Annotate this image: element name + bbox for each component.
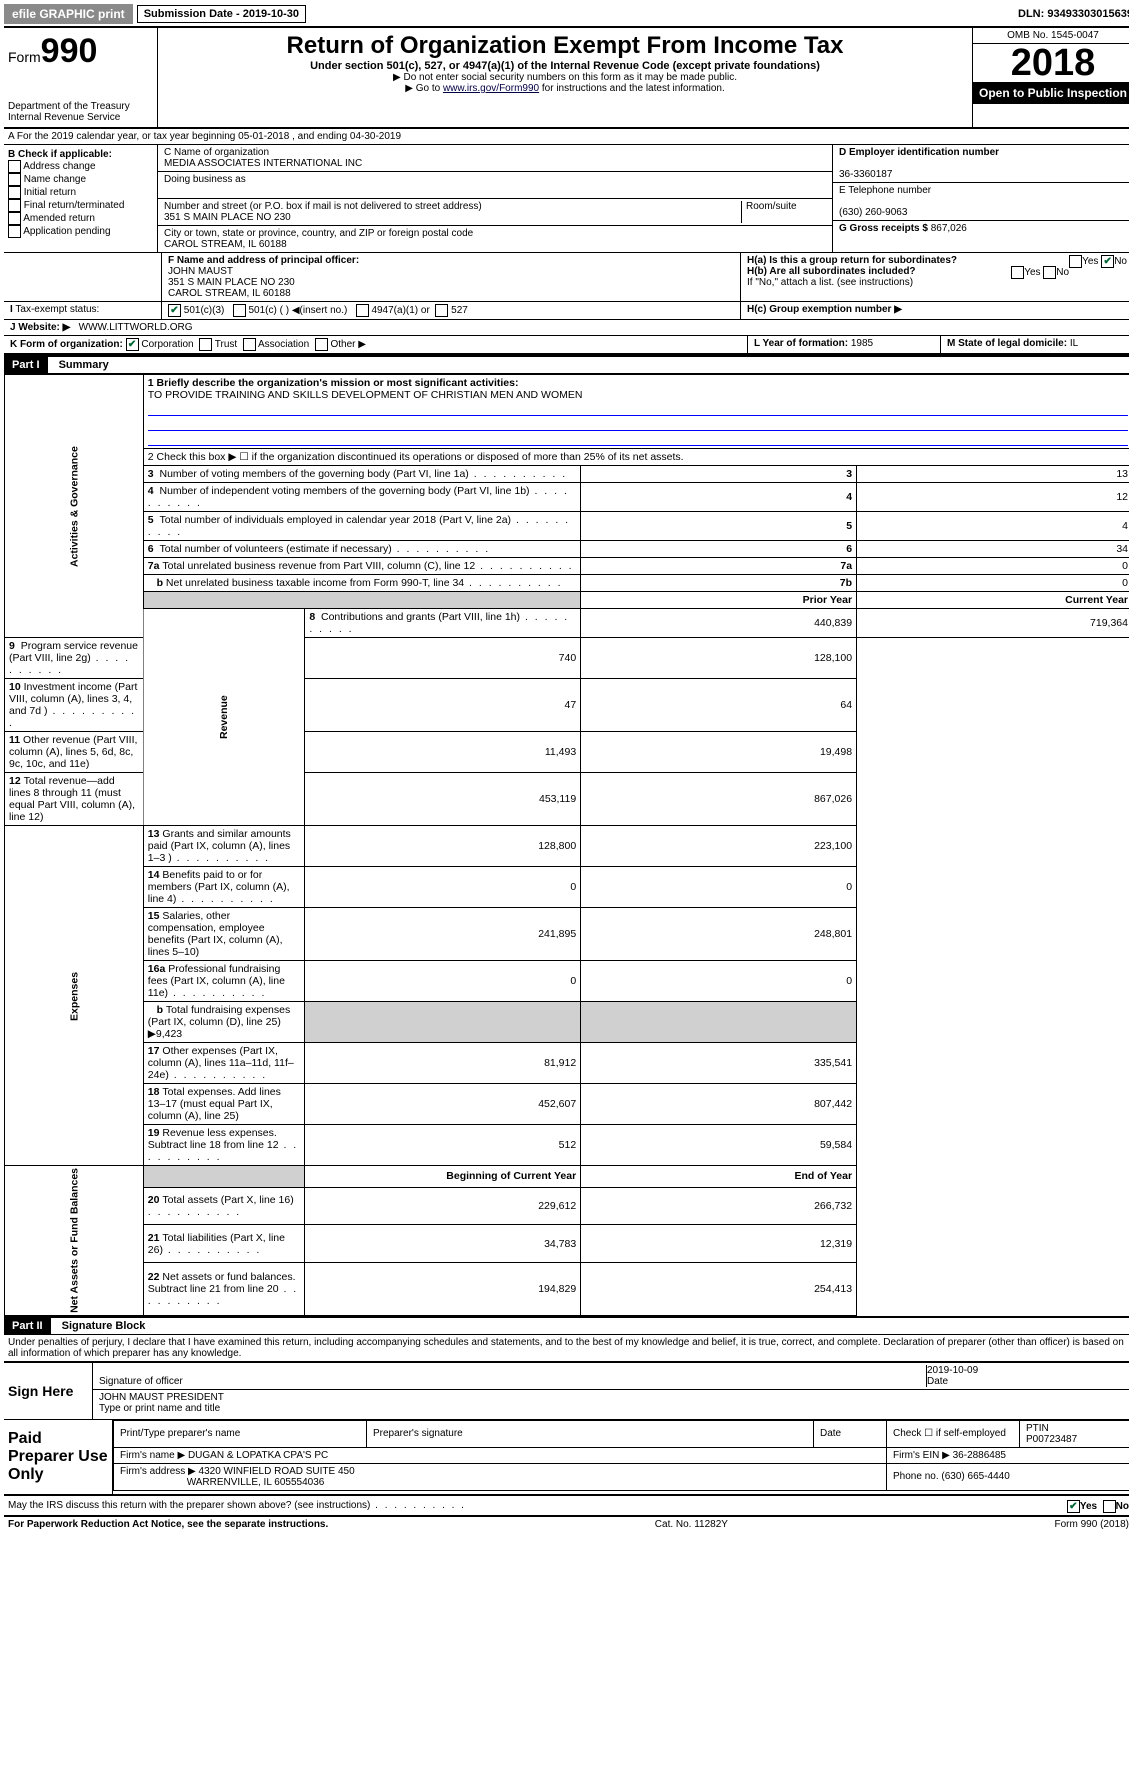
page-footer: For Paperwork Reduction Act Notice, see … xyxy=(4,1516,1129,1532)
box-c-name-address: C Name of organization MEDIA ASSOCIATES … xyxy=(158,145,833,252)
form-number: Form990 xyxy=(8,32,153,71)
row-klm: K Form of organization: Corporation Trus… xyxy=(4,336,1129,355)
dln-label: DLN: 93493303015639 xyxy=(1018,8,1129,20)
row-f-h: F Name and address of principal officer:… xyxy=(4,253,1129,302)
form-subtitle: Under section 501(c), 527, or 4947(a)(1)… xyxy=(162,60,968,72)
sidebar-netassets: Net Assets or Fund Balances xyxy=(5,1166,144,1316)
website-value: WWW.LITTWORLD.ORG xyxy=(79,322,193,333)
box-d-e-g: D Employer identification number 36-3360… xyxy=(833,145,1129,252)
row-i: I Tax-exempt status: 501(c)(3) 501(c) ( … xyxy=(4,302,1129,320)
org-name: MEDIA ASSOCIATES INTERNATIONAL INC xyxy=(164,158,826,169)
officer-name: JOHN MAUST xyxy=(168,266,233,277)
ein-value: 36-3360187 xyxy=(839,169,892,180)
org-city: CAROL STREAM, IL 60188 xyxy=(164,239,826,250)
mission-text: TO PROVIDE TRAINING AND SKILLS DEVELOPME… xyxy=(148,389,583,401)
firm-name: DUGAN & LOPATKA CPA'S PC xyxy=(188,1450,328,1461)
gross-receipts: 867,026 xyxy=(931,223,967,234)
goto-note: ▶ Go to www.irs.gov/Form990 for instruct… xyxy=(162,83,968,94)
sidebar-governance: Activities & Governance xyxy=(5,375,144,638)
perjury-statement: Under penalties of perjury, I declare th… xyxy=(4,1335,1129,1361)
part-i-header: Part I Summary xyxy=(4,355,1129,374)
summary-table: Activities & Governance 1 Briefly descri… xyxy=(4,374,1129,1316)
entity-info-grid: B Check if applicable: Address change Na… xyxy=(4,145,1129,253)
form-title: Return of Organization Exempt From Incom… xyxy=(162,32,968,60)
discuss-row: May the IRS discuss this return with the… xyxy=(4,1496,1129,1516)
officer-signature-name: JOHN MAUST PRESIDENT xyxy=(99,1392,224,1403)
sign-here-block: Sign Here Signature of officer 2019-10-0… xyxy=(4,1361,1129,1420)
top-bar: efile GRAPHIC print Submission Date - 20… xyxy=(4,4,1129,28)
submission-date: Submission Date - 2019-10-30 xyxy=(137,5,306,23)
sidebar-revenue: Revenue xyxy=(143,609,305,826)
dept-label: Department of the Treasury xyxy=(8,101,153,112)
ptin-value: P00723487 xyxy=(1026,1434,1077,1445)
line-a-tax-year: A For the 2019 calendar year, or tax yea… xyxy=(4,129,1129,145)
tax-year: 2018 xyxy=(973,44,1129,82)
sidebar-expenses: Expenses xyxy=(5,826,144,1166)
phone-value: (630) 260-9063 xyxy=(839,207,907,218)
ssn-note: ▶ Do not enter social security numbers o… xyxy=(162,72,968,83)
efile-print-button[interactable]: efile GRAPHIC print xyxy=(4,4,133,24)
part-ii-header: Part II Signature Block xyxy=(4,1316,1129,1335)
paid-preparer-block: Paid Preparer Use Only Print/Type prepar… xyxy=(4,1420,1129,1496)
form-header: Form990 Department of the Treasury Inter… xyxy=(4,28,1129,129)
org-street: 351 S MAIN PLACE NO 230 xyxy=(164,212,741,223)
irs-label: Internal Revenue Service xyxy=(8,112,153,123)
row-j-website: J Website: ▶ WWW.LITTWORLD.ORG xyxy=(4,320,1129,336)
irs-link[interactable]: www.irs.gov/Form990 xyxy=(443,83,539,94)
box-b-checkboxes: B Check if applicable: Address change Na… xyxy=(4,145,158,252)
open-public-badge: Open to Public Inspection xyxy=(973,82,1129,104)
